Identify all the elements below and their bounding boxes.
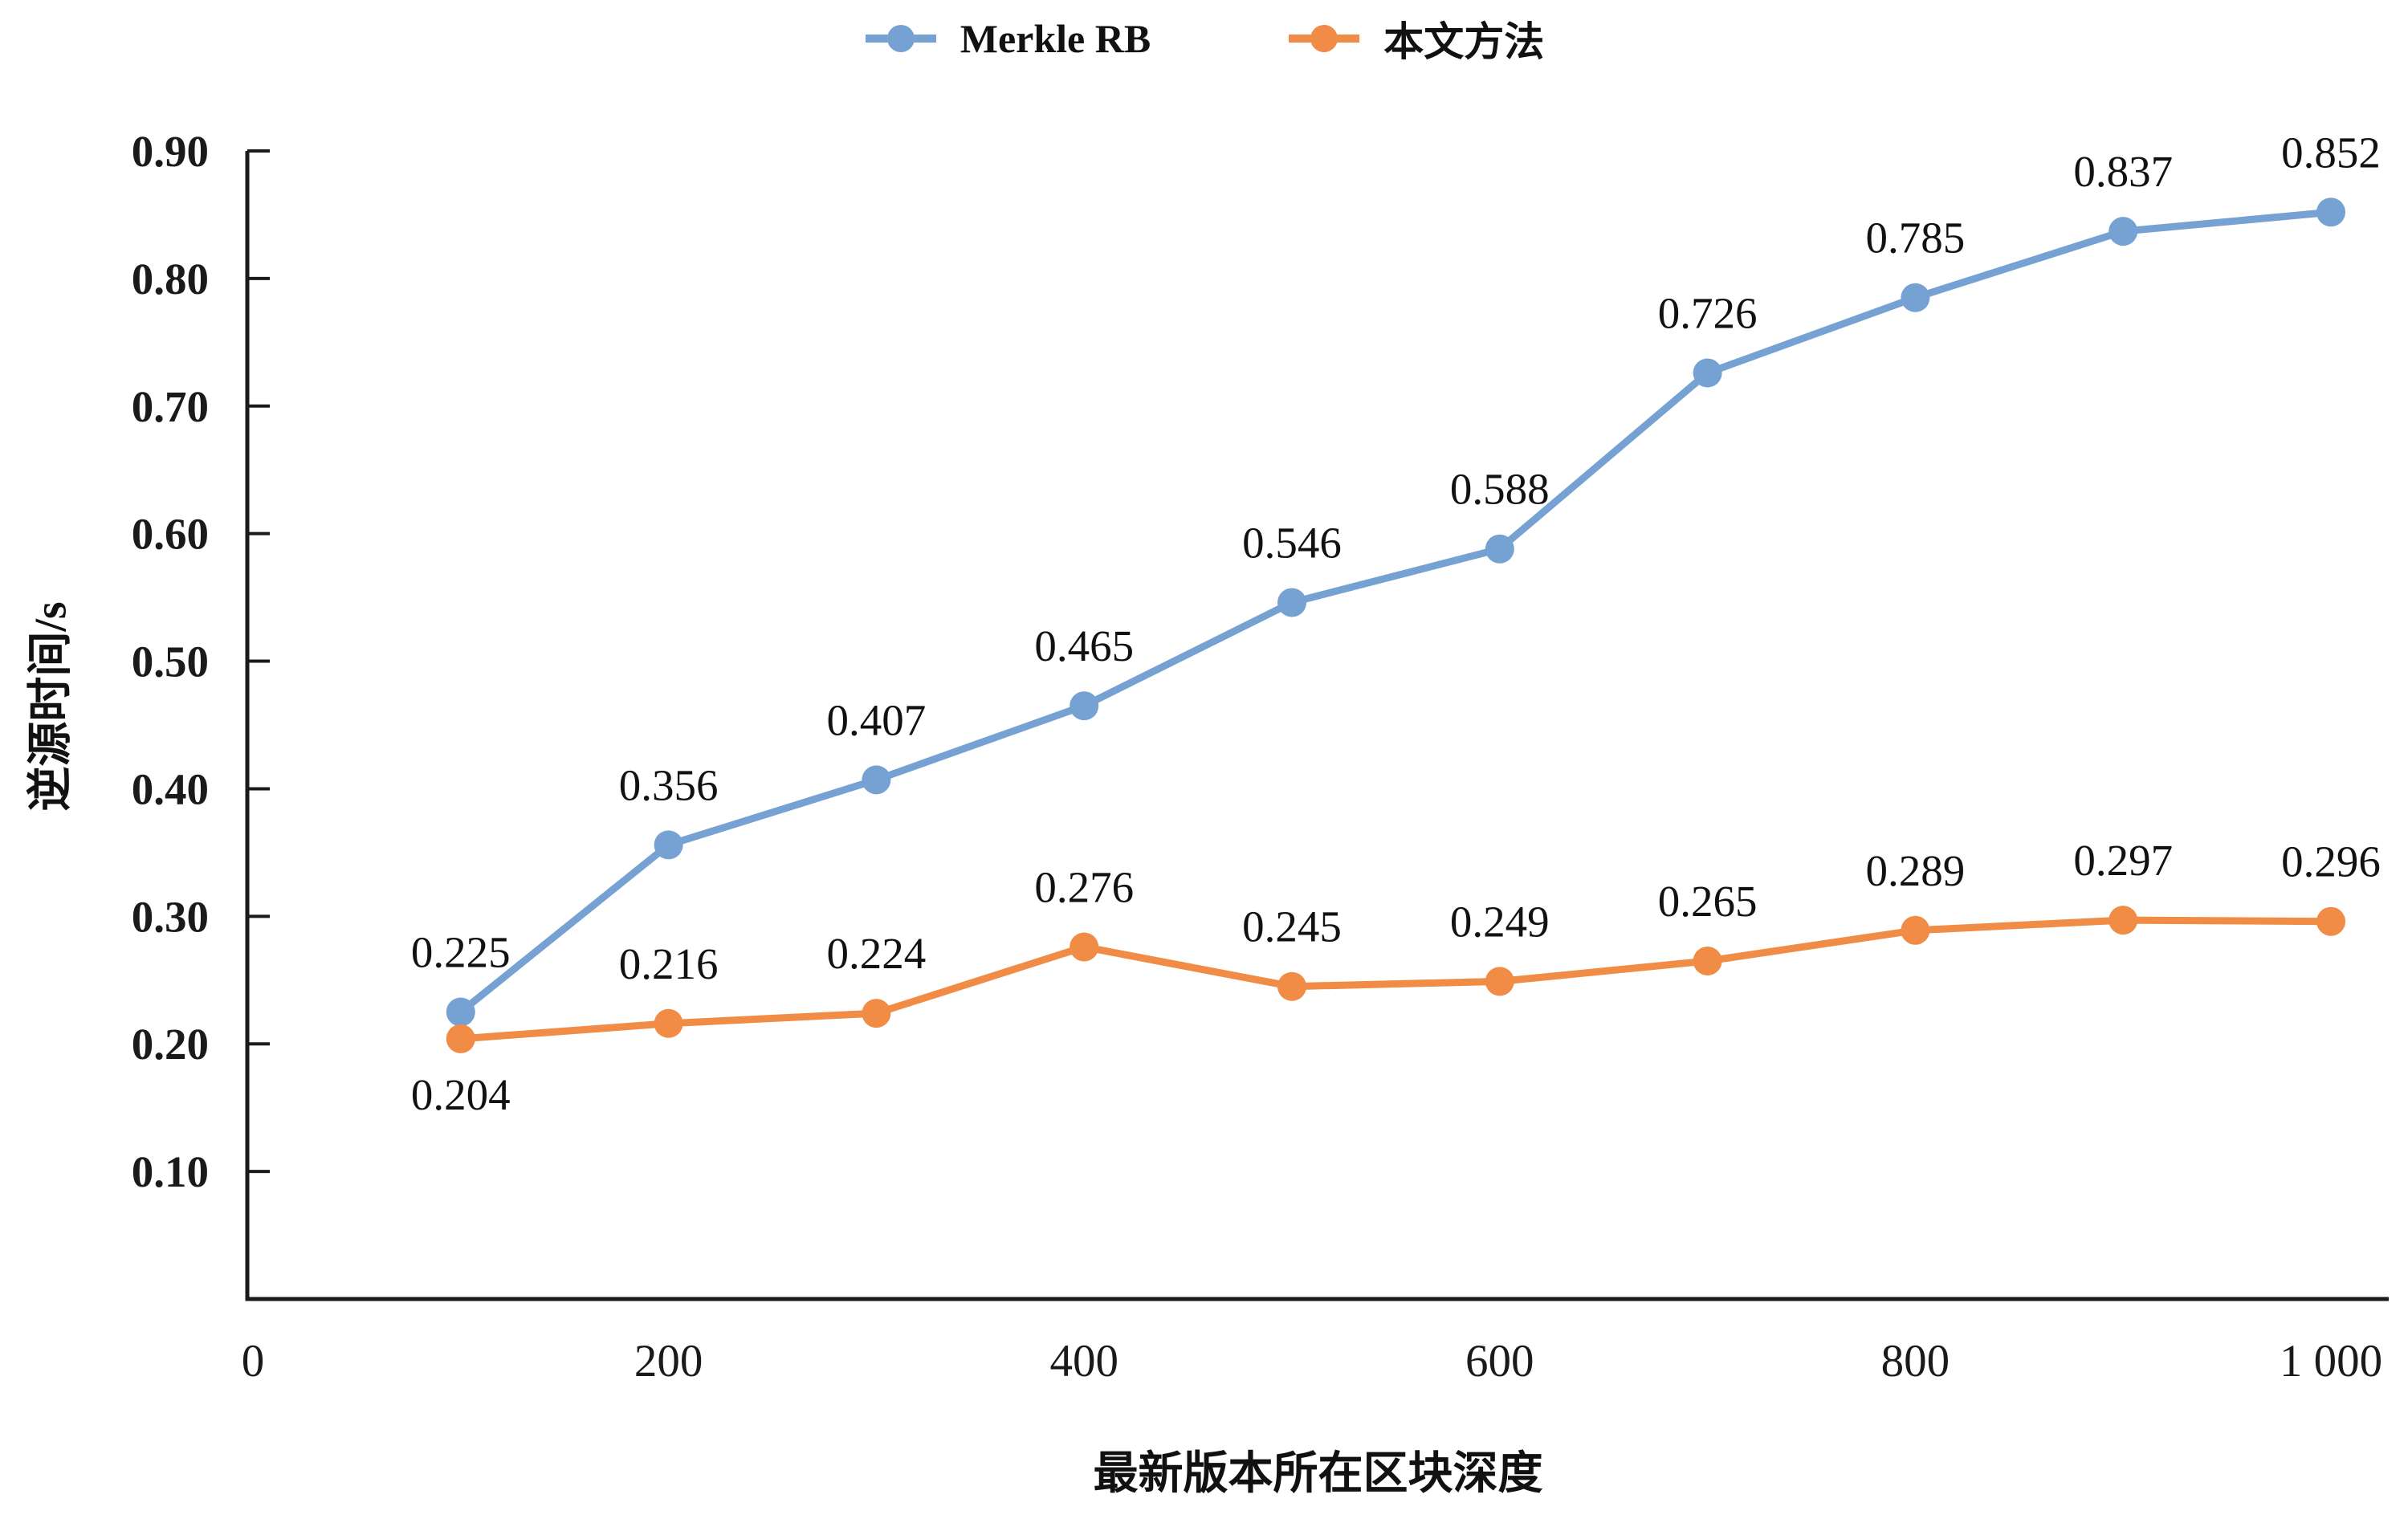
- data-label-benwen-method: 0.276: [1034, 862, 1134, 911]
- x-axis-tick-label: 1 000: [2280, 1336, 2382, 1387]
- series-line-merkle-rb: [457, 208, 2335, 1016]
- x-axis-title: 最新版本所在区块深度: [1093, 1449, 1543, 1499]
- data-point-benwen-method: [862, 999, 891, 1028]
- data-point-merkle-rb: [1070, 691, 1099, 721]
- series-merkle-rb: 0.225 0.356 0.407 0.465 0.546 0.588 0.726 0.785…: [411, 128, 2381, 1027]
- y-axis-tick-label: 0.30: [132, 892, 209, 941]
- data-label-merkle-rb: 0.356: [619, 760, 719, 809]
- y-axis-tick-label: 0.80: [132, 255, 209, 303]
- legend: Merkle RB 本文方法: [0, 6, 2408, 71]
- x-axis-tick-label: 400: [1049, 1336, 1118, 1387]
- axis-lines: [245, 151, 2389, 1301]
- data-label-benwen-method: 0.249: [1450, 897, 1550, 946]
- data-point-benwen-method: [1693, 946, 1722, 975]
- x-axis-tick-label: 200: [634, 1336, 703, 1387]
- data-label-merkle-rb: 0.852: [2281, 128, 2381, 177]
- data-label-merkle-rb: 0.546: [1242, 518, 1342, 567]
- data-label-merkle-rb: 0.465: [1034, 621, 1134, 670]
- data-point-benwen-method: [2316, 906, 2345, 936]
- series-benwen-method: 0.204 0.216 0.224 0.276 0.245 0.249 0.265 0.289…: [411, 836, 2381, 1119]
- legend-label-benwen-method: 本文方法: [1383, 19, 1545, 64]
- data-point-benwen-method: [1277, 971, 1306, 1001]
- data-point-benwen-method: [654, 1008, 683, 1038]
- legend-marker-line-dot-icon: [1289, 25, 1360, 52]
- legend-label-merkle-rb: Merkle RB: [960, 16, 1151, 61]
- x-axis-tick-label: 0: [242, 1336, 265, 1387]
- data-point-merkle-rb: [1485, 534, 1514, 564]
- data-label-benwen-method: 0.297: [2073, 836, 2173, 885]
- data-point-merkle-rb: [446, 997, 475, 1027]
- y-axis-tick-label: 0.60: [132, 510, 209, 559]
- data-label-merkle-rb: 0.588: [1450, 465, 1550, 514]
- data-label-merkle-rb: 0.407: [827, 695, 927, 744]
- data-label-merkle-rb: 0.726: [1658, 288, 1758, 337]
- data-label-benwen-method: 0.265: [1658, 877, 1758, 926]
- data-label-benwen-method: 0.224: [827, 929, 927, 978]
- series-line-benwen-method: [457, 916, 2335, 1043]
- x-axis-tick-label: 800: [1881, 1336, 1950, 1387]
- y-axis-tick-label: 0.50: [132, 637, 209, 686]
- data-point-benwen-method: [2109, 906, 2138, 935]
- data-label-benwen-method: 0.245: [1242, 902, 1342, 951]
- data-label-benwen-method: 0.296: [2281, 837, 2381, 886]
- data-point-merkle-rb: [1901, 283, 1930, 312]
- y-axis-tick-label: 0.20: [132, 1020, 209, 1069]
- data-point-benwen-method: [446, 1024, 475, 1053]
- legend-marker-line-dot-icon: [865, 25, 936, 52]
- y-axis-tick-label: 0.10: [132, 1147, 209, 1196]
- data-label-merkle-rb: 0.837: [2073, 147, 2173, 196]
- data-point-merkle-rb: [654, 830, 683, 860]
- data-label-merkle-rb: 0.785: [1866, 214, 1966, 263]
- data-label-benwen-method: 0.216: [619, 939, 719, 988]
- data-point-merkle-rb: [1693, 358, 1722, 388]
- data-point-benwen-method: [1901, 915, 1930, 945]
- data-point-merkle-rb: [862, 765, 891, 795]
- data-point-merkle-rb: [2316, 198, 2345, 227]
- data-point-benwen-method: [1485, 967, 1514, 996]
- data-point-merkle-rb: [2109, 217, 2138, 246]
- data-label-benwen-method: 0.289: [1866, 846, 1966, 895]
- y-axis-tick-label: 0.90: [132, 127, 209, 176]
- y-axis-tick-label: 0.40: [132, 764, 209, 813]
- legend-item-merkle-rb: Merkle RB: [864, 15, 1151, 62]
- data-point-merkle-rb: [1277, 588, 1306, 617]
- data-label-benwen-method: 0.204: [411, 1070, 511, 1119]
- y-axis-title: 逆源时间/s: [26, 601, 76, 812]
- x-axis-tick-label: 600: [1465, 1336, 1534, 1387]
- y-axis-tick-label: 0.70: [132, 382, 209, 431]
- data-point-benwen-method: [1070, 932, 1099, 962]
- data-label-merkle-rb: 0.225: [411, 928, 511, 977]
- legend-item-benwen-method: 本文方法: [1287, 10, 1544, 67]
